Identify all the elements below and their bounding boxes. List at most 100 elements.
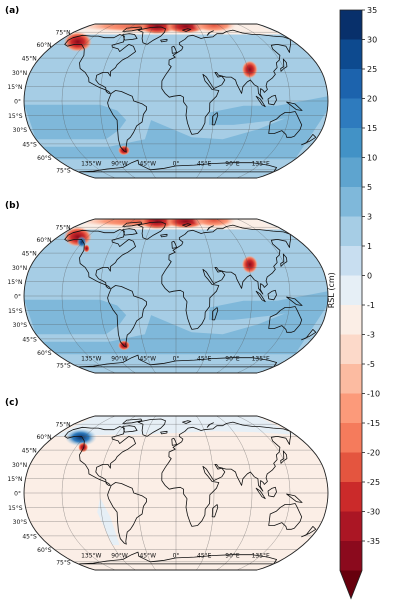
colorbar-tick-label: 10 [367,154,377,163]
colorbar-segment [340,482,362,512]
lon-label: 0° [173,355,180,362]
colorbar-tick-label: -15 [367,419,380,428]
greenland-red [139,24,176,35]
colorbar-segment [340,334,362,365]
lat-label: 0° [14,491,21,498]
lat-label: 60°S [37,350,52,357]
coast-antarctica [78,551,277,565]
coast-africa-eurasia [161,29,291,135]
lon-label: 90°W [111,160,128,167]
colorbar-tick-label: 30 [367,36,377,45]
lon-label: 135°W [81,355,101,362]
map-panel-c: 75°N 60°N 45°N 30°N 15°N 0° 15°S 30°S 45°S60°S 75… [5,398,329,571]
coast-novaya-zemlya [206,225,214,231]
coastlines [64,221,317,368]
cascadia-red [78,442,89,453]
colorbar-segment [340,393,362,424]
coast-uk [171,240,178,249]
siberia-red [192,219,237,228]
lon-label: 135°W [81,552,101,559]
lat-label: 30°S [13,322,28,329]
colorbar-segment [340,246,362,276]
coast-japan [280,253,288,267]
coast-sumatra [255,290,266,303]
colorbar-tick-label: -1 [367,301,375,310]
lat-label: 60°N [36,42,51,49]
coast-madagascar [211,307,219,321]
panel-label: (b) [5,201,20,211]
colorbar-segment [340,39,362,70]
coast-greenland [137,26,166,45]
alaska-red [63,31,92,52]
coast-new-zealand [301,526,317,538]
coast-south-america [107,482,147,545]
colorbar-tick-label: -35 [367,537,380,546]
map-border [23,23,329,179]
lon-label: 45°E [197,552,212,559]
lat-label: 15°S [8,113,23,120]
colorbar-segment [340,511,362,542]
coast-borneo [267,94,277,106]
coast-svalbard [182,223,192,227]
coast-svalbard [182,28,192,32]
tibet-red [241,60,258,79]
colorbar-segment [340,187,362,217]
lon-label: 90°E [225,355,240,362]
colorbar-tick-label: 5 [367,183,372,192]
coast-north-america [64,34,136,94]
coast-madagascar [211,504,219,518]
coast-uk [171,45,178,54]
coast-novaya-zemlya [206,422,214,428]
lat-label: 15°S [8,308,23,315]
lat-label: 75°N [56,422,71,429]
lat-label: 45°S [22,336,37,343]
colorbar-segment [340,423,362,453]
map-border [23,218,329,374]
lon-label: 45°W [139,160,156,167]
lon-label: 90°W [111,355,128,362]
coast-iceland [160,430,168,435]
colorbar-tick-label: 3 [367,213,372,222]
coast-south-america [107,285,147,348]
colorbar-extend-triangle [340,570,362,599]
lat-label: 60°N [36,434,51,441]
coast-novaya-zemlya [206,30,214,36]
lat-label: 30°N [12,462,27,469]
lat-label: 15°N [7,84,22,91]
coast-baffin [122,425,138,433]
graticule [24,416,328,570]
lon-label: 45°E [197,160,212,167]
panel-label: (a) [5,6,19,16]
coast-uk [171,437,178,446]
lat-label: 45°N [22,251,37,258]
lon-label: 135°W [81,160,101,167]
coast-iceland [160,233,168,238]
colorbar-label: RSL (cm) [327,272,336,308]
lat-label: 75°S [56,559,71,566]
lat-label: 45°S [22,533,37,540]
coast-japan [280,450,288,464]
coast-iceland [160,38,168,43]
colorbar-tick-label: 1 [367,242,372,251]
coast-australia [268,503,303,530]
coast-svalbard [182,420,192,424]
coast-new-guinea [286,101,303,111]
coast-borneo [267,486,277,498]
coast-africa-eurasia [161,421,291,527]
colorbar-segment [340,157,362,188]
colorbar-tick-label: -20 [367,449,380,458]
coast-australia [268,111,303,138]
coast-australia [268,306,303,333]
lat-label: 75°N [56,30,71,37]
cascadia-red [83,244,90,253]
colorbar-tick-label: 35 [367,6,377,15]
colorbar-tick-label: -10 [367,390,380,399]
coast-ellesmere [122,221,143,227]
lon-label: 0° [173,160,180,167]
lon-label: 90°W [111,552,128,559]
greenland-red [139,219,176,230]
coast-antarctica [78,159,277,173]
lat-label: 75°S [56,167,71,174]
colorbar-segment [340,275,362,306]
